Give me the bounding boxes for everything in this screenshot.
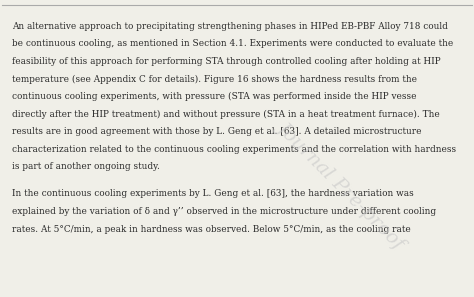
Text: Journal Pre-proof: Journal Pre-proof — [274, 117, 408, 251]
Text: rates. At 5°C/min, a peak in hardness was observed. Below 5°C/min, as the coolin: rates. At 5°C/min, a peak in hardness wa… — [12, 225, 411, 233]
Text: is part of another ongoing study.: is part of another ongoing study. — [12, 162, 160, 171]
Text: results are in good agreement with those by L. Geng et al. [63]. A detailed micr: results are in good agreement with those… — [12, 127, 421, 136]
Text: temperature (see Appendix C for details). Figure 16 shows the hardness results f: temperature (see Appendix C for details)… — [12, 75, 417, 84]
Text: characterization related to the continuous cooling experiments and the correlati: characterization related to the continuo… — [12, 145, 456, 154]
Text: be continuous cooling, as mentioned in Section 4.1. Experiments were conducted t: be continuous cooling, as mentioned in S… — [12, 40, 453, 48]
Text: explained by the variation of δ and γ’’ observed in the microstructure under dif: explained by the variation of δ and γ’’ … — [12, 207, 436, 216]
Text: feasibility of this approach for performing STA through controlled cooling after: feasibility of this approach for perform… — [12, 57, 441, 66]
Text: continuous cooling experiments, with pressure (STA was performed inside the HIP : continuous cooling experiments, with pre… — [12, 92, 417, 101]
Text: An alternative approach to precipitating strengthening phases in HIPed EB-PBF Al: An alternative approach to precipitating… — [12, 22, 448, 31]
Text: In the continuous cooling experiments by L. Geng et al. [63], the hardness varia: In the continuous cooling experiments by… — [12, 189, 414, 198]
Text: directly after the HIP treatment) and without pressure (STA in a heat treatment : directly after the HIP treatment) and wi… — [12, 110, 440, 119]
